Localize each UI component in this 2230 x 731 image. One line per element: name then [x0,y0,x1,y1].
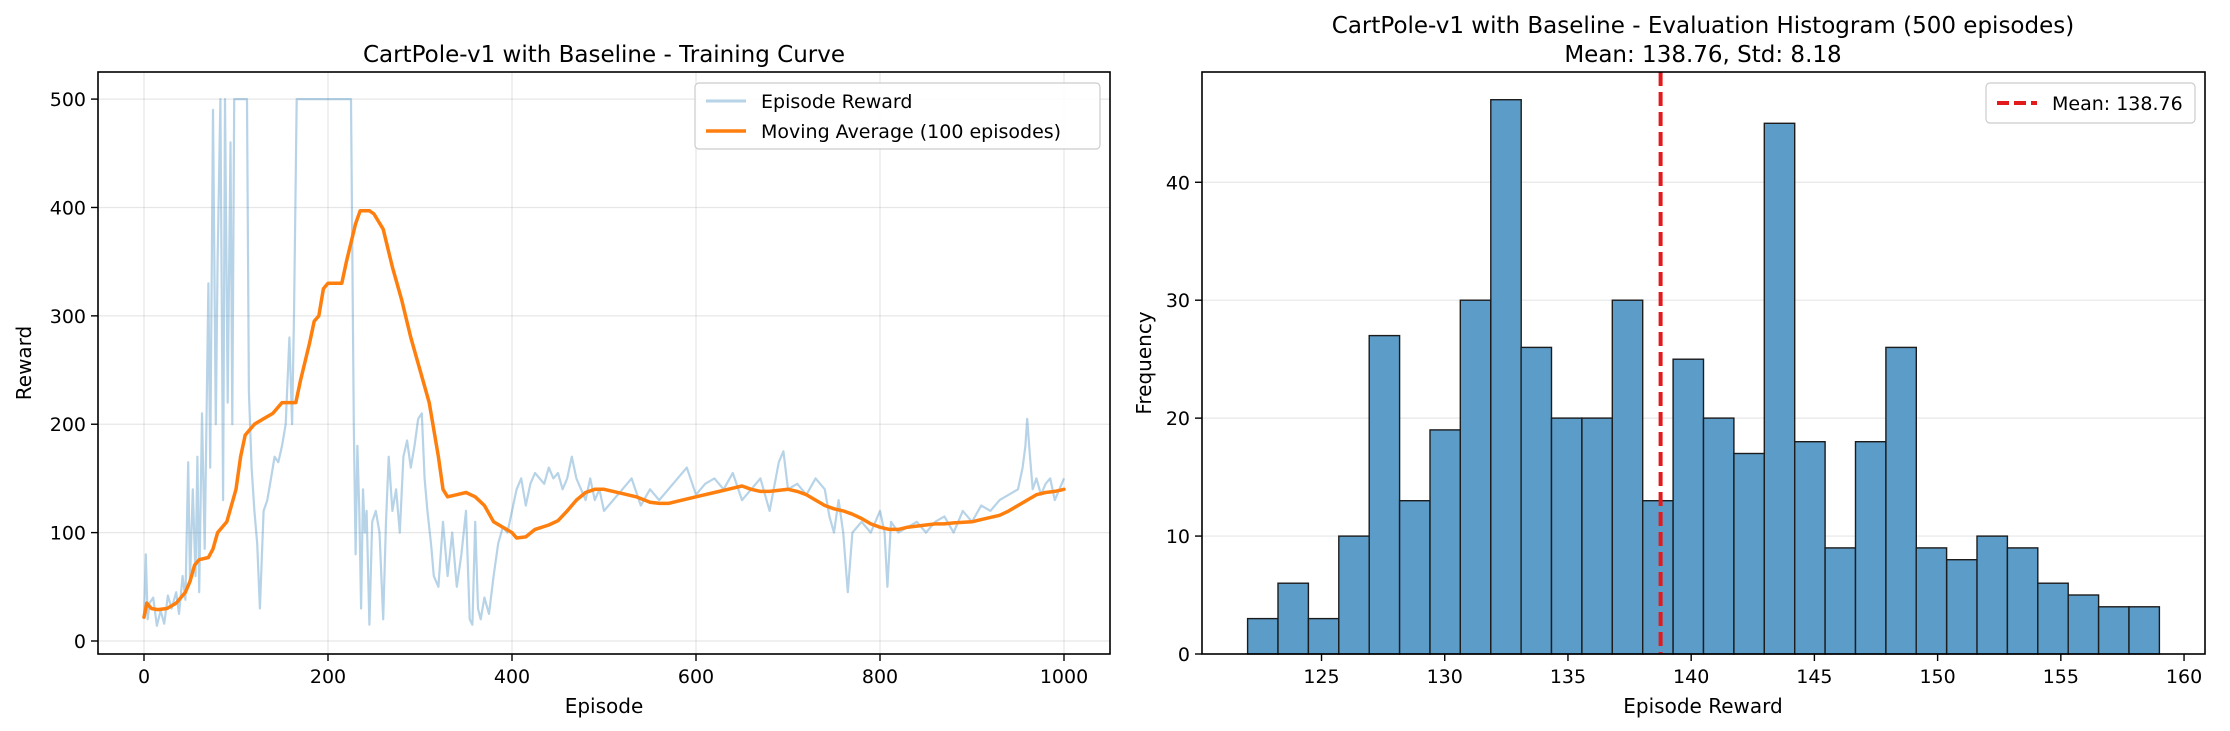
x-tick-label: 200 [310,666,346,688]
legend-episode-reward-label: Episode Reward [761,91,912,113]
histogram-bar [1277,582,1310,655]
histogram-bar [2067,594,2100,655]
y-tick-label: 30 [1166,290,1190,312]
histogram-ylabel: Frequency [1132,311,1156,414]
histogram-bar [1307,617,1340,655]
histogram-title: CartPole-v1 with Baseline - Evaluation H… [1332,13,2074,39]
histogram-bar [1368,334,1401,655]
y-tick-label: 0 [1178,644,1190,666]
legend-box [1985,82,2196,124]
x-tick-label: 0 [138,666,150,688]
y-tick-label: 20 [1166,408,1190,430]
histogram-bar [1945,559,1978,655]
y-tick-label: 300 [50,306,86,328]
legend-mean-label: Mean: 138.76 [2052,93,2183,115]
histogram-bar [1763,122,1796,655]
training-curve-ticks: 0 200 400 600 800 1000 0 100 200 300 400 500 [50,89,1088,688]
legend-moving-average-label: Moving Average (100 episodes) [761,121,1061,143]
histogram-bar [1398,500,1431,655]
y-tick-label: 100 [50,523,86,545]
histogram-subtitle: Mean: 138.76, Std: 8.18 [1564,42,1841,68]
histogram-bar [1246,617,1279,655]
x-tick-label: 1000 [1040,666,1088,688]
histogram-bar [1459,299,1492,655]
histogram-bar [1915,547,1948,655]
training-curve-panel: 0 200 400 600 800 1000 0 100 200 300 400 500 CartPo… [12,42,1111,718]
y-tick-label: 200 [50,414,86,436]
histogram-legend: Mean: 138.76 [1985,82,2196,124]
histogram-bar [1429,429,1462,655]
y-tick-label: 40 [1166,172,1190,194]
histogram-bar [1550,417,1583,655]
training-curve-title: CartPole-v1 with Baseline - Training Cur… [363,42,845,68]
training-curve-xlabel: Episode [565,694,644,718]
x-tick-label: 125 [1303,666,1339,688]
x-tick-label: 400 [494,666,530,688]
x-tick-label: 145 [1796,666,1832,688]
x-tick-label: 800 [862,666,898,688]
histogram-bar [1793,441,1826,655]
x-tick-label: 600 [678,666,714,688]
histogram-bar [1702,417,1735,655]
histogram-bar [1885,346,1918,655]
histogram-bar [1824,547,1857,655]
histogram-bar [1641,500,1674,655]
x-tick-label: 160 [2166,666,2202,688]
histogram-xlabel: Episode Reward [1623,694,1782,718]
training-curve-axes-frame [97,71,1111,655]
histogram-ticks: 0 10 20 30 40 125 130 135 140 145 150 155 160 [1166,172,2202,688]
x-tick-label: 135 [1550,666,1586,688]
histogram-bars [1246,98,2161,655]
histogram-bar [1733,452,1766,655]
histogram-bar [1520,346,1553,655]
y-tick-label: 10 [1166,526,1190,548]
x-tick-label: 130 [1427,666,1463,688]
x-tick-label: 140 [1673,666,1709,688]
legend-box [694,82,1101,150]
y-tick-label: 0 [74,631,86,653]
x-tick-label: 150 [1919,666,1955,688]
y-tick-label: 500 [50,89,86,111]
episode-reward-line [142,98,1066,627]
histogram-bar [2037,582,2069,655]
histogram-axes-frame [1201,71,2206,655]
training-curve-legend: Episode Reward Moving Average (100 episo… [694,82,1101,150]
moving-average-line [142,208,1066,619]
histogram-bar [2097,606,2130,655]
histogram-bar [1490,98,1522,655]
histogram-bar [2128,606,2161,655]
training-curve-grid [98,72,1110,654]
histogram-bar [1976,535,2009,655]
histogram-bar [1338,535,1370,655]
histogram-bar [2006,547,2039,655]
training-curve-series [142,98,1066,627]
y-tick-label: 400 [50,197,86,219]
histogram-bar [1672,358,1705,655]
histogram-bar [1854,441,1887,655]
x-tick-label: 155 [2043,666,2079,688]
evaluation-histogram-panel: 0 10 20 30 40 125 130 135 140 145 150 155 160 CartPo… [1132,13,2206,718]
histogram-bar [1611,299,1644,655]
histogram-bar [1581,417,1614,655]
training-curve-ylabel: Reward [12,326,36,400]
